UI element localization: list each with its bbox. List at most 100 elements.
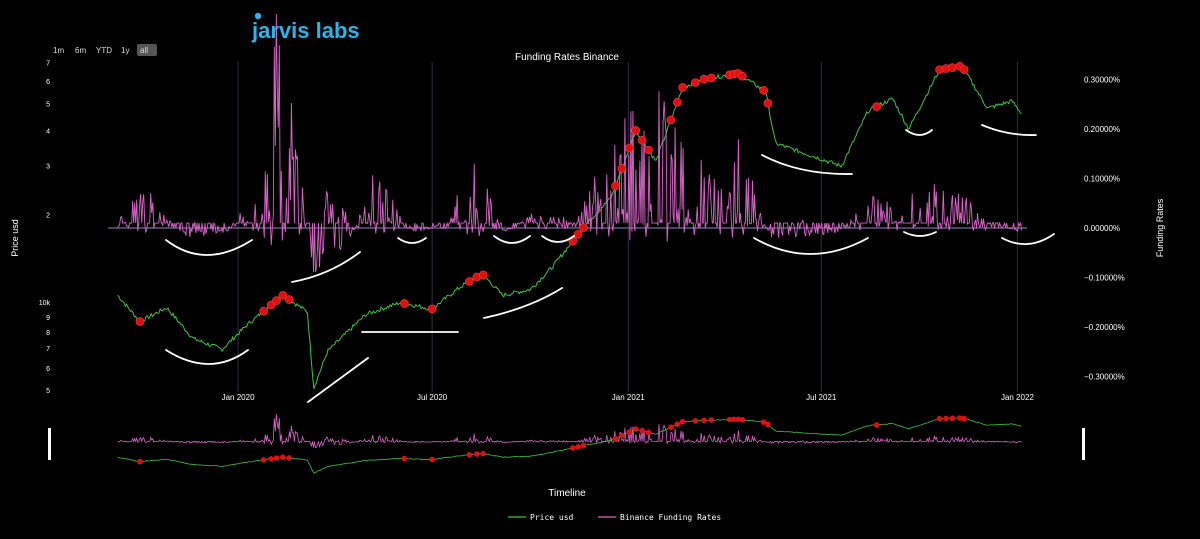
x-tick-label: Jul 2021 <box>806 393 837 402</box>
funding-marker <box>959 65 969 74</box>
funding-marker <box>763 98 773 108</box>
legend[interactable]: Price usd Binance Funding Rates <box>508 513 721 522</box>
range-button-label[interactable]: all <box>140 46 148 55</box>
x-tick-label: Jan 2020 <box>222 393 255 402</box>
slider-marker <box>570 445 576 451</box>
funding-marker <box>631 126 641 135</box>
slider-marker <box>735 416 741 423</box>
slider-marker <box>731 416 737 423</box>
slider-price-line <box>117 417 1022 474</box>
slider-marker <box>401 455 408 462</box>
funding-marker <box>707 73 716 83</box>
legend-label: Price usd <box>530 513 574 522</box>
slider-marker <box>474 451 480 457</box>
y-left-tick-label: 7 <box>46 346 50 353</box>
slider-marker <box>268 456 274 462</box>
slider-right-handle[interactable] <box>1082 428 1085 460</box>
annotation-stroke <box>493 235 531 244</box>
slider-marker <box>580 442 587 449</box>
slider-marker <box>739 416 746 423</box>
range-button-ytd[interactable]: YTD <box>96 46 112 55</box>
slider-marker <box>429 456 435 463</box>
slider-marker <box>639 427 645 434</box>
funding-marker <box>478 270 488 280</box>
slider-marker <box>674 421 681 427</box>
slider-title: Timeline <box>548 488 586 499</box>
funding-marker <box>759 86 768 95</box>
binance-funding-rates-line <box>117 13 1023 273</box>
legend-item[interactable]: Binance Funding Rates <box>598 513 721 522</box>
range-button-label[interactable]: 1y <box>121 46 129 55</box>
slider-marker <box>612 435 619 442</box>
range-button-1y[interactable]: 1y <box>121 46 129 55</box>
y-right-tick-label: 0.00000% <box>1084 224 1120 233</box>
funding-marker <box>617 164 627 173</box>
slider-marker <box>726 416 733 423</box>
slider-marker <box>480 450 487 457</box>
funding-marker <box>427 304 437 314</box>
range-slider[interactable] <box>117 414 1022 474</box>
slider-marker <box>701 417 707 424</box>
annotation-stroke <box>761 154 853 175</box>
price-usd-line <box>117 64 1022 390</box>
annotation-stroke <box>307 357 369 403</box>
funding-marker <box>699 74 709 84</box>
range-button-active-bg <box>137 44 157 56</box>
y-left-tick-label: 7 <box>46 60 50 67</box>
range-button-label[interactable]: YTD <box>96 46 112 55</box>
legend-label: Binance Funding Rates <box>620 513 721 522</box>
funding-marker <box>579 223 588 232</box>
slider-marker <box>619 432 625 439</box>
funding-marker <box>573 230 583 239</box>
slider-marker <box>957 415 963 421</box>
slider-left-handle[interactable] <box>48 428 51 460</box>
y-left-tick-label: 5 <box>46 101 50 108</box>
slider-marker <box>645 429 652 436</box>
funding-marker <box>738 71 747 81</box>
slider-marker <box>765 421 771 428</box>
slider-marker <box>575 443 581 450</box>
y-right-tick-label: 0.30000% <box>1084 76 1120 85</box>
slider-marker <box>280 454 286 460</box>
range-button-label[interactable]: 6m <box>75 46 86 55</box>
funding-marker <box>611 181 620 191</box>
y-right-tick-label: −0.30000% <box>1084 373 1125 382</box>
funding-marker <box>872 102 881 111</box>
annotation-stroke <box>541 235 575 243</box>
slider-marker <box>961 415 967 422</box>
annotation-stroke <box>903 231 937 237</box>
annotation-stroke <box>165 349 249 365</box>
y-axis-left-label: Price usd <box>10 219 20 257</box>
markers <box>135 62 969 326</box>
slider-marker <box>632 426 639 432</box>
jarvis-labs-logo: jarvis labs <box>251 12 360 43</box>
slider-funding-line <box>117 414 1022 449</box>
axes: Jan 2020 Jul 2020 Jan 2021 Jul 2021 Jan 2022… <box>39 60 1125 402</box>
range-button-6m[interactable]: 6m <box>75 46 86 55</box>
y-left-tick-label: 8 <box>46 330 50 337</box>
legend-item[interactable]: Price usd <box>508 513 574 522</box>
funding-marker <box>465 277 474 286</box>
funding-marker <box>691 78 700 87</box>
y-axis-right-label: Funding Rates <box>1155 198 1165 257</box>
range-button-1m[interactable]: 1m <box>53 46 64 55</box>
x-tick-label: Jan 2022 <box>1001 393 1034 402</box>
annotation-stroke <box>1001 233 1055 245</box>
annotations <box>165 124 1055 403</box>
y-left-tick-label: 5 <box>46 388 50 395</box>
slider-marker <box>760 419 767 425</box>
slider-marker <box>949 415 956 422</box>
slider-marker <box>273 455 280 461</box>
funding-marker <box>284 295 294 304</box>
y-right-tick-label: −0.10000% <box>1084 274 1125 283</box>
slider-marker <box>137 458 143 465</box>
y-left-tick-label: 6 <box>46 366 50 373</box>
funding-marker <box>135 317 145 326</box>
annotation-stroke <box>753 237 869 255</box>
range-button-all[interactable]: all <box>137 44 157 56</box>
range-button-label[interactable]: 1m <box>53 46 64 55</box>
slider-marker <box>943 415 949 422</box>
funding-marker <box>637 135 647 145</box>
y-right-tick-label: −0.20000% <box>1084 323 1125 332</box>
